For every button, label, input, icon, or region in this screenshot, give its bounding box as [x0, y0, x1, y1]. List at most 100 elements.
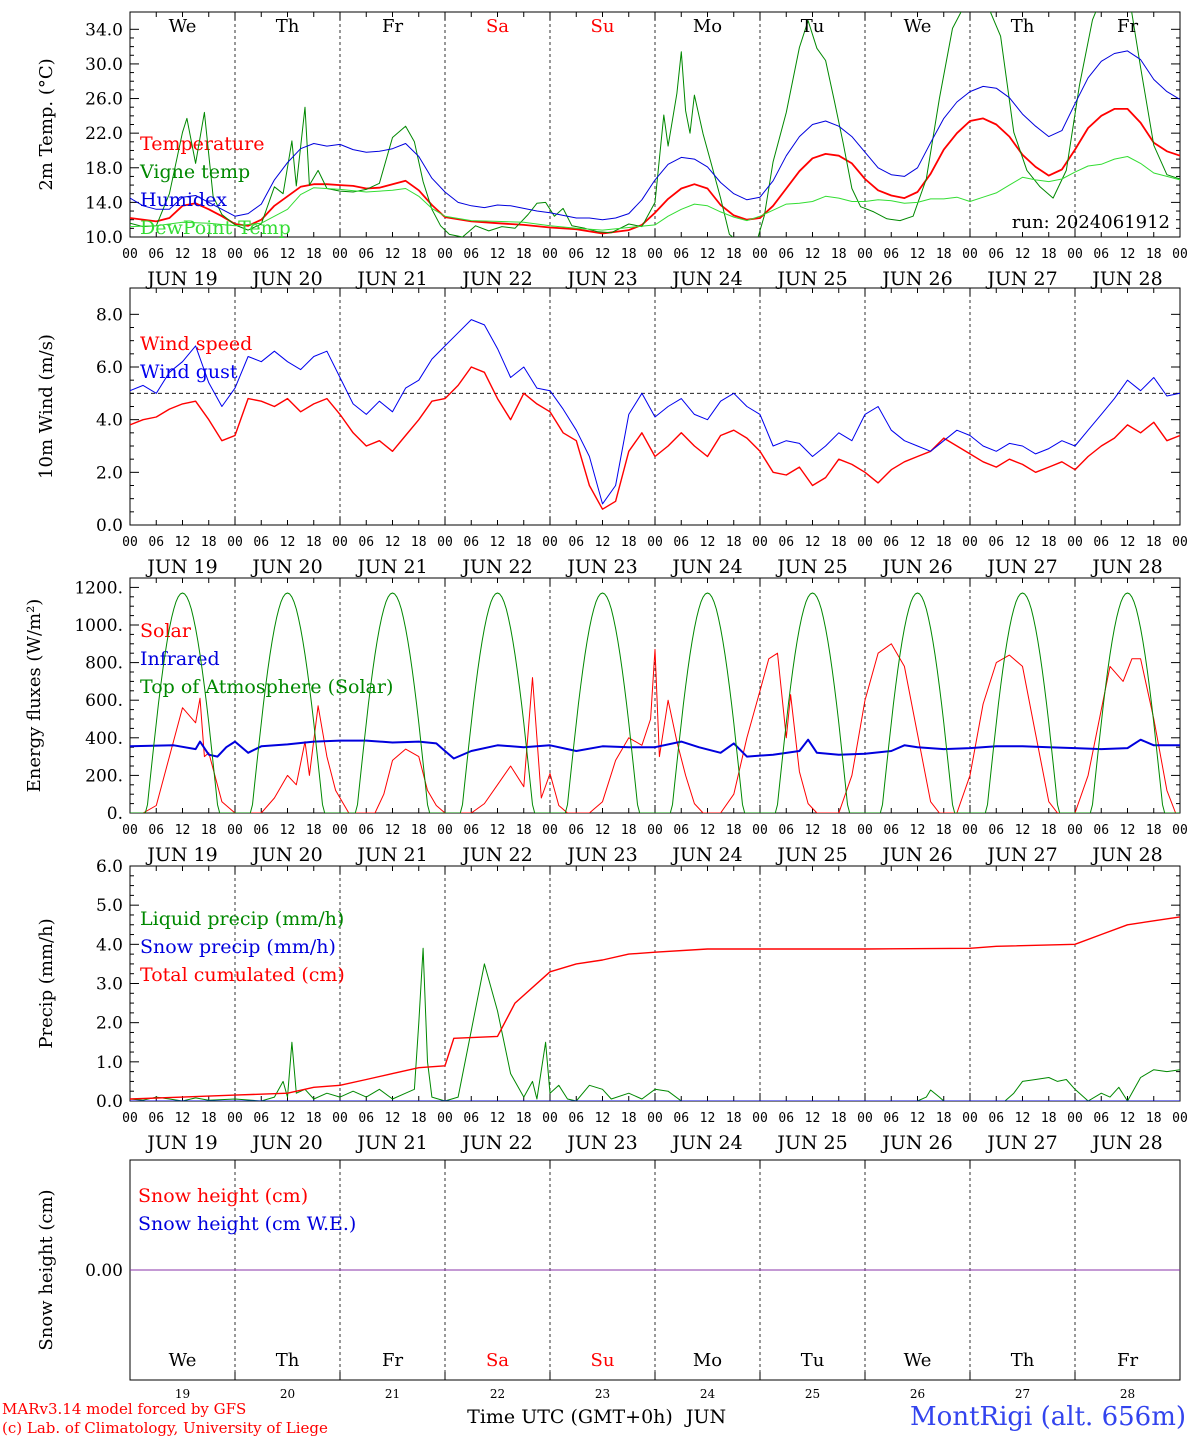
hour-tick-label: 06: [463, 247, 479, 262]
series-line-temperature: [130, 108, 1180, 235]
hour-tick-label: 06: [148, 247, 164, 262]
weekday-label: We: [169, 16, 197, 37]
y-axis-label: Precip (mm/h): [36, 918, 57, 1048]
y-tick-label: 1000.: [74, 616, 123, 636]
hour-tick-label: 06: [1093, 823, 1109, 838]
hour-tick-label: 12: [490, 535, 506, 550]
y-tick-label: 0.: [107, 804, 123, 824]
y-tick-label: 0.0: [96, 1092, 123, 1112]
legend-label: Humidex: [140, 189, 227, 211]
day-date-label: JUN 27: [985, 268, 1057, 290]
hour-tick-label: 06: [673, 535, 689, 550]
hour-tick-label: 18: [831, 1111, 847, 1126]
weekday-label: We: [169, 1350, 197, 1371]
hour-tick-label: 12: [1015, 823, 1031, 838]
hour-tick-label: 00: [122, 247, 138, 262]
hour-tick-label: 00: [962, 1111, 978, 1126]
legend-label: Snow precip (mm/h): [140, 936, 336, 958]
day-number-label: 26: [910, 1387, 925, 1401]
weekday-label: Mo: [693, 1350, 722, 1371]
hour-tick-label: 18: [516, 823, 532, 838]
hour-tick-label: 00: [1172, 535, 1188, 550]
hour-tick-label: 18: [306, 823, 322, 838]
hour-tick-label: 00: [752, 535, 768, 550]
panel-frame: [129, 287, 1181, 526]
hour-tick-label: 00: [647, 823, 663, 838]
legend-label: Wind gust: [140, 361, 238, 383]
hour-tick-label: 12: [700, 247, 716, 262]
weekday-label: Fr: [1117, 1350, 1138, 1371]
hour-tick-label: 18: [936, 823, 952, 838]
series-line-vigne-temp: [130, 12, 1180, 237]
hour-tick-label: 18: [516, 247, 532, 262]
hour-tick-label: 06: [463, 823, 479, 838]
hour-tick-label: 06: [883, 823, 899, 838]
series-line-solar: [130, 643, 1180, 813]
hour-tick-label: 00: [437, 247, 453, 262]
series-line-top-of-atmosphere-solar-: [130, 592, 1180, 813]
hour-tick-label: 18: [1146, 1111, 1162, 1126]
hour-tick-label: 18: [621, 535, 637, 550]
weekday-label: Sa: [486, 1350, 509, 1371]
hour-tick-label: 00: [647, 247, 663, 262]
y-tick-label: 1.0: [96, 1053, 123, 1073]
hour-tick-label: 18: [831, 247, 847, 262]
hour-tick-label: 06: [463, 535, 479, 550]
hour-tick-label: 00: [752, 247, 768, 262]
hour-tick-label: 12: [595, 823, 611, 838]
hour-tick-label: 00: [647, 535, 663, 550]
hour-tick-label: 12: [910, 1111, 926, 1126]
weekday-label: Su: [591, 16, 615, 37]
day-date-label: JUN 26: [880, 1132, 952, 1154]
y-tick-label: 0.00: [85, 1261, 123, 1281]
legend-label: Vigne temp: [139, 161, 250, 183]
day-date-label: JUN 21: [355, 556, 427, 578]
hour-tick-label: 12: [700, 535, 716, 550]
hour-tick-label: 18: [411, 247, 427, 262]
hour-tick-label: 18: [1041, 247, 1057, 262]
hour-tick-label: 00: [857, 1111, 873, 1126]
hour-tick-label: 06: [778, 247, 794, 262]
day-date-label: JUN 24: [670, 844, 742, 866]
hour-tick-label: 12: [280, 823, 296, 838]
run-label: run: 2024061912: [1012, 212, 1170, 233]
hour-tick-label: 12: [490, 247, 506, 262]
hour-tick-label: 06: [358, 247, 374, 262]
hour-tick-label: 00: [1067, 823, 1083, 838]
series-line-wind-gust: [130, 319, 1180, 505]
station-title: MontRigi (alt. 656m): [910, 1402, 1186, 1432]
hour-tick-label: 18: [411, 535, 427, 550]
hour-tick-label: 06: [988, 535, 1004, 550]
y-tick-label: 18.0: [85, 159, 123, 179]
day-number-label: 21: [385, 1387, 400, 1401]
day-date-label: JUN 24: [670, 556, 742, 578]
hour-tick-label: 12: [385, 247, 401, 262]
hour-tick-label: 12: [385, 823, 401, 838]
hour-tick-label: 00: [1172, 823, 1188, 838]
legend-label: Snow height (cm): [138, 1185, 308, 1207]
hour-tick-label: 00: [752, 1111, 768, 1126]
day-date-label: JUN 20: [250, 556, 322, 578]
weekday-label: Su: [591, 1350, 615, 1371]
hour-tick-label: 00: [542, 247, 558, 262]
hour-tick-label: 00: [437, 1111, 453, 1126]
hour-tick-label: 12: [805, 1111, 821, 1126]
weekday-label: Th: [1011, 1350, 1035, 1371]
hour-tick-label: 12: [385, 1111, 401, 1126]
hour-tick-label: 12: [1015, 535, 1031, 550]
day-date-label: JUN 26: [880, 268, 952, 290]
day-date-label: JUN 28: [1090, 268, 1162, 290]
day-number-label: 23: [595, 1387, 610, 1401]
series-line-total-cumulated-cm-: [130, 916, 1180, 1100]
day-date-label: JUN 23: [565, 1132, 637, 1154]
hour-tick-label: 12: [175, 535, 191, 550]
x-axis-title: Time UTC (GMT+0h): [467, 1406, 673, 1428]
day-date-label: JUN 22: [460, 844, 532, 866]
hour-tick-label: 06: [253, 535, 269, 550]
legend-label: Temperature: [140, 133, 264, 155]
hour-tick-label: 12: [1015, 1111, 1031, 1126]
hour-tick-label: 18: [201, 535, 217, 550]
day-date-label: JUN 21: [355, 1132, 427, 1154]
hour-tick-label: 12: [280, 535, 296, 550]
day-date-label: JUN 25: [775, 844, 847, 866]
